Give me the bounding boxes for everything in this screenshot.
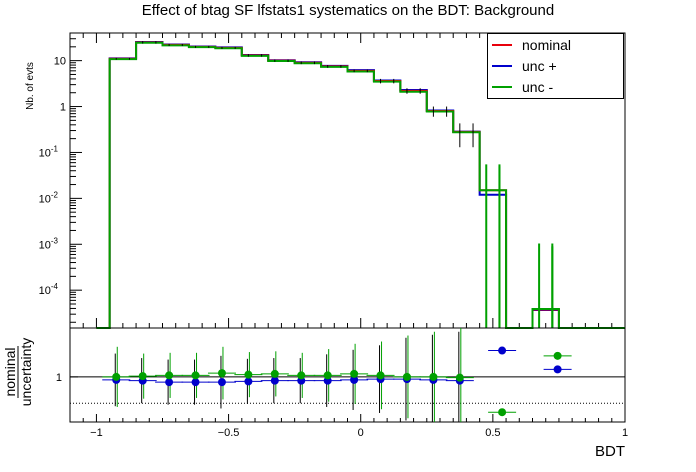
y-axis-label: Nb. of evts (25, 62, 36, 110)
ratio-point-unc-minus (553, 351, 562, 360)
ratio-point-unc-plus (191, 378, 200, 387)
ratio-point-unc-plus (270, 376, 279, 385)
ratio-point-unc-minus (402, 372, 411, 381)
ratio-point-unc-minus (350, 369, 359, 378)
legend-entry-unc-minus: unc - (492, 77, 553, 97)
legend-swatch-unc-minus (492, 86, 512, 88)
ratio-point-unc-plus (217, 378, 226, 387)
ratio-point-unc-minus (191, 371, 200, 380)
legend-label-nominal: nominal (522, 37, 572, 53)
legend-swatch-nominal (492, 44, 512, 46)
y-tick-label: 10-1 (39, 144, 59, 159)
ratio-point-unc-plus (498, 346, 507, 355)
ratio-point-unc-minus (112, 372, 121, 381)
y-tick-label: 10-2 (39, 190, 59, 205)
legend-label-unc-minus: unc - (522, 79, 554, 95)
legend: nominal unc + unc - (487, 33, 624, 99)
x-tick-label: 1 (622, 427, 628, 439)
legend-entry-unc-plus: unc + (492, 56, 557, 76)
legend-entry-nominal: nominal (492, 35, 571, 55)
ratio-plot-frame (69, 327, 626, 423)
ratio-ylabel-numerator: nominal (2, 347, 18, 396)
ratio-point-unc-plus (165, 378, 174, 387)
chart-title: Effect of btag SF lfstats1 systematics o… (141, 2, 555, 19)
y-tick-label: 1 (60, 102, 66, 114)
ratio-y-tick-label: 1 (56, 372, 62, 384)
x-tick-label: 0.5 (485, 427, 500, 439)
ratio-ylabel-denominator: uncertainty (18, 338, 34, 406)
ratio-point-unc-minus (297, 371, 306, 380)
ratio-point-unc-plus (244, 377, 253, 386)
ratio-point-unc-minus (376, 371, 385, 380)
y-tick-label: 10-3 (39, 236, 59, 251)
y-tick-label: 10 (54, 56, 66, 68)
x-tick-label: 0 (358, 427, 364, 439)
x-axis-label: BDT (595, 443, 625, 460)
y-tick-label: 10-4 (39, 282, 59, 297)
ratio-point-unc-plus (350, 375, 359, 384)
ratio-point-unc-minus (138, 372, 147, 381)
ratio-point-unc-minus (244, 370, 253, 379)
ratio-point-unc-minus (217, 369, 226, 378)
ratio-point-unc-minus (165, 371, 174, 380)
legend-label-unc-plus: unc + (522, 58, 557, 74)
ratio-point-unc-minus (270, 369, 279, 378)
legend-swatch-unc-plus (492, 65, 512, 67)
ratio-point-unc-minus (498, 408, 507, 417)
x-tick-label: −1 (90, 427, 103, 439)
ratio-point-unc-minus (429, 372, 438, 381)
ratio-point-unc-minus (323, 371, 332, 380)
ratio-point-unc-minus (455, 373, 464, 382)
ratio-point-unc-plus (553, 365, 562, 374)
x-tick-label: −0.5 (218, 427, 240, 439)
